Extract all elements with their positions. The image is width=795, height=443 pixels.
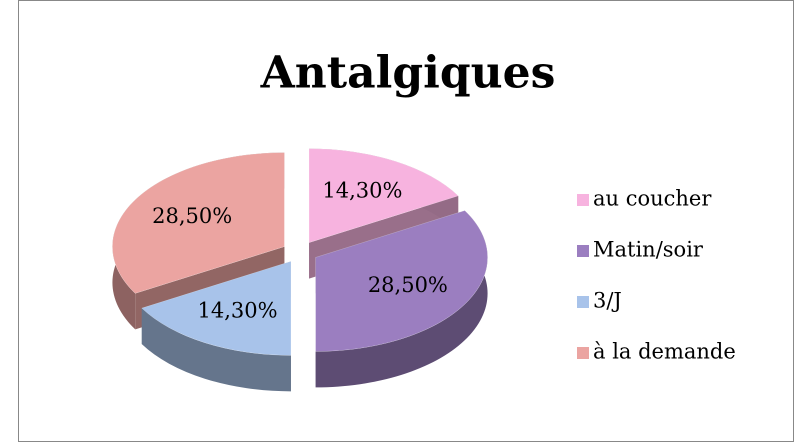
data-label: 28,50%: [368, 273, 448, 297]
slice: [315, 210, 488, 388]
chart-title: Antalgiques: [260, 48, 556, 99]
legend-label: au coucher: [593, 187, 712, 211]
legend-label: 3/J: [593, 289, 622, 313]
slice-wall: [141, 308, 291, 392]
slice-top: [315, 210, 488, 352]
legend-swatch: [577, 194, 589, 206]
legend-swatch: [577, 347, 589, 359]
legend-swatch: [577, 296, 589, 308]
legend-swatch: [577, 245, 589, 257]
legend-label: Matin/soir: [593, 238, 704, 262]
slice-top: [112, 152, 285, 294]
data-label: 28,50%: [152, 204, 232, 228]
legend-label: à la demande: [593, 340, 736, 364]
data-label: 14,30%: [198, 298, 278, 322]
slice: [141, 261, 292, 392]
slice-top: [308, 148, 459, 243]
data-label: 14,30%: [322, 179, 402, 203]
slice-top: [141, 261, 292, 356]
slice-wall: [315, 210, 488, 388]
